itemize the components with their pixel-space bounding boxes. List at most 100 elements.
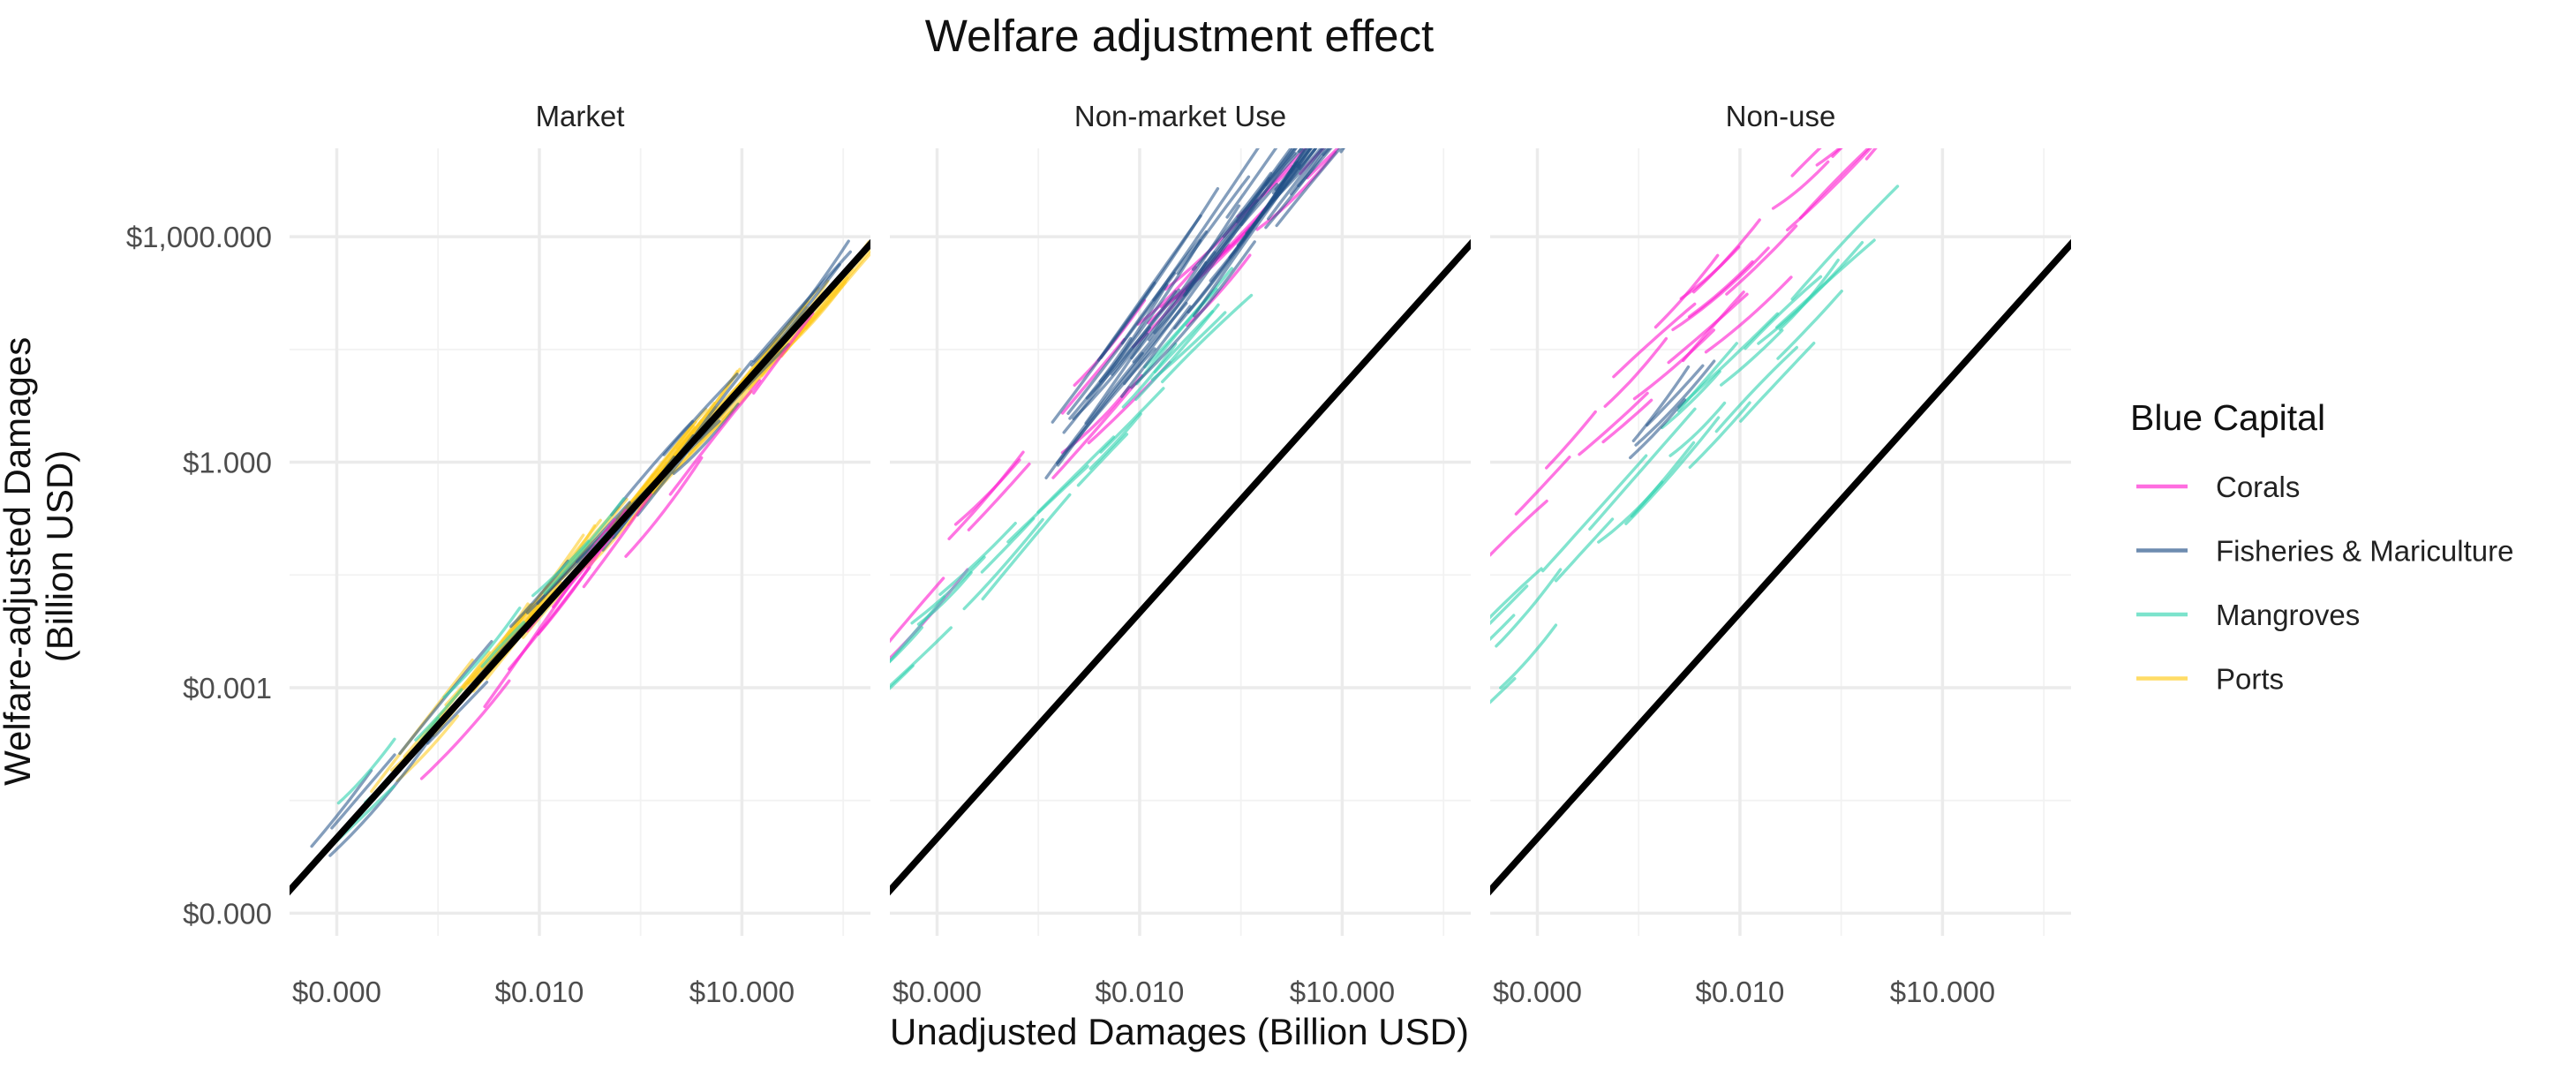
panel-non-use: Non-use $0.000 $0.010 $10.000: [1490, 0, 2071, 1008]
series-line-fisheries-mariculture: [330, 753, 396, 830]
series-line-corals: [1860, 53, 1927, 110]
series-line-mangroves: [1554, 517, 1615, 583]
x-tick-label: $0.000: [292, 976, 381, 1008]
series-line-fisheries-mariculture: [426, 681, 489, 745]
series-line-fisheries-mariculture: [752, 250, 852, 363]
series-line-mangroves: [1540, 454, 1648, 573]
y-tick-label: $1.000: [183, 447, 272, 479]
series-line-corals: [1514, 456, 1571, 516]
series-line-corals: [1051, 373, 1144, 479]
series-line-mangroves: [1688, 401, 1751, 469]
series-line-mangroves: [1588, 407, 1697, 531]
series-line-mangroves: [336, 737, 396, 805]
x-tick-label: $10.000: [689, 976, 795, 1008]
series-line-fisheries-mariculture: [1176, 175, 1251, 275]
series-line-fisheries-mariculture: [310, 769, 373, 848]
panel-grid: [290, 148, 870, 936]
series-line-fisheries-mariculture: [1634, 359, 1716, 447]
legend-item: Corals: [2136, 471, 2300, 503]
identity-reference-line: [1490, 238, 2071, 896]
series-line-corals: [1667, 292, 1749, 365]
x-tick-label: $10.000: [1890, 976, 1995, 1008]
series-line-corals: [953, 458, 1021, 526]
series-line-corals: [1917, 0, 2004, 88]
series-line-mangroves: [1499, 623, 1558, 689]
series-line-mangroves: [1668, 401, 1727, 457]
series-line-corals: [1940, 0, 2018, 32]
series-line-fisheries-mariculture: [1628, 398, 1687, 460]
series-line-fisheries-mariculture: [1631, 365, 1691, 442]
series-line-corals: [1785, 148, 1873, 232]
identity-reference-line: [290, 238, 870, 896]
series-line-corals: [1895, 24, 1988, 107]
series-line-corals: [1790, 148, 1822, 177]
x-axis-label: Unadjusted Damages (Billion USD): [890, 1011, 1469, 1052]
series-line-mangroves: [1661, 370, 1721, 430]
series-line-corals: [1671, 246, 1770, 332]
panel-series: [890, 57, 1394, 690]
series-line-corals: [1934, 0, 1995, 31]
legend-item: Mangroves: [2136, 599, 2360, 631]
series-line-fisheries-mariculture: [1110, 290, 1178, 376]
series-line-mangroves: [916, 570, 973, 626]
series-line-corals: [1632, 328, 1716, 401]
series-line-corals: [1653, 253, 1720, 329]
series-line-corals: [1306, 148, 1340, 180]
series-line-mangroves: [442, 607, 522, 699]
series-line-mangroves: [1719, 328, 1784, 387]
series-line-corals: [1681, 290, 1745, 363]
series-line-corals: [890, 576, 945, 644]
series-line-corals: [1612, 302, 1697, 379]
series-line-corals: [1304, 57, 1394, 142]
legend-item: Fisheries & Mariculture: [2136, 535, 2513, 568]
facet-strip-label: Non-market Use: [1074, 100, 1286, 132]
y-axis-label-line-1: Welfare-adjusted Damages: [0, 337, 38, 786]
series-line-corals: [1912, 0, 2006, 64]
series-line-mangroves: [1630, 441, 1696, 518]
x-tick-label: $0.010: [1095, 976, 1184, 1008]
x-tick-label: $10.000: [1290, 976, 1395, 1008]
series-line-mangroves: [1088, 412, 1142, 471]
chart-title: Welfare adjustment effect: [925, 11, 1434, 61]
series-line-mangroves: [981, 493, 1072, 601]
series-line-mangroves: [480, 621, 526, 668]
series-line-mangroves: [962, 517, 1044, 611]
y-tick-label: $1,000.000: [126, 221, 272, 253]
series-line-fisheries-mariculture: [1153, 177, 1271, 335]
series-line-corals: [1919, 24, 1973, 72]
y-tick-label: $0.001: [183, 672, 272, 705]
series-line-fisheries-mariculture: [328, 733, 434, 857]
series-line-fisheries-mariculture: [1209, 148, 1309, 283]
series-line-corals: [624, 456, 704, 558]
series-line-corals: [1490, 499, 1548, 557]
series-line-mangroves: [1153, 310, 1215, 373]
series-line-fisheries-mariculture: [1044, 351, 1144, 479]
series-line-mangroves: [543, 497, 626, 595]
y-axis-label: Welfare-adjusted Damages (Billion USD): [0, 327, 80, 786]
series-line-corals: [668, 379, 762, 496]
x-tick-label: $0.010: [1695, 976, 1784, 1008]
series-line-fisheries-mariculture: [525, 544, 596, 614]
series-line-mangroves: [1490, 567, 1543, 620]
series-line-fisheries-mariculture: [672, 403, 740, 475]
series-line-corals: [1603, 336, 1668, 408]
series-line-mangroves: [1160, 293, 1254, 384]
series-line-corals: [1771, 160, 1830, 210]
series-line-corals: [1544, 410, 1597, 470]
series-line-fisheries-mariculture: [1225, 148, 1278, 219]
series-line-mangroves: [1121, 343, 1178, 409]
legend: Blue Capital Corals Fisheries & Maricultur…: [2130, 397, 2513, 696]
series-line-mangroves: [1490, 614, 1516, 642]
x-tick-label: $0.000: [893, 976, 982, 1008]
series-line-corals: [1864, 148, 1878, 161]
x-tick-label: $0.010: [494, 976, 584, 1008]
series-line-corals: [1815, 148, 1842, 167]
series-line-fisheries-mariculture: [662, 373, 739, 456]
series-line-fisheries-mariculture: [1646, 364, 1705, 427]
series-line-fisheries-mariculture: [1322, 148, 1332, 156]
legend-label: Corals: [2216, 471, 2300, 503]
y-axis-label-line-2: (Billion USD): [39, 450, 80, 662]
series-line-corals: [1864, 15, 1960, 118]
series-line-fisheries-mariculture: [1062, 283, 1169, 434]
